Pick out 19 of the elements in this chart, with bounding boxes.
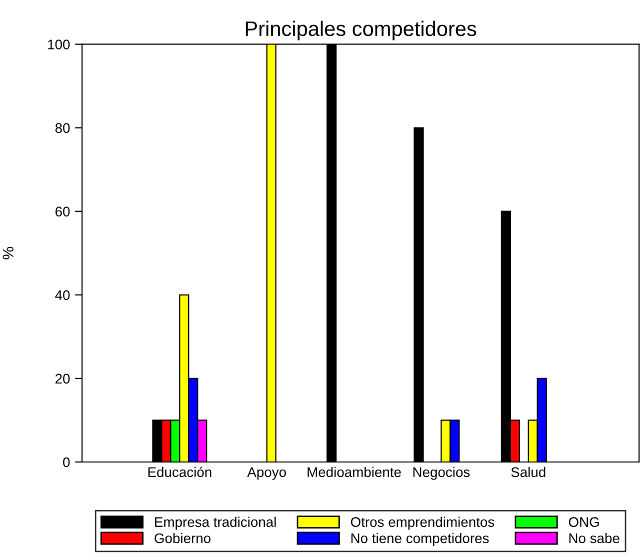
x-tick-label: Medioambiente <box>308 466 401 478</box>
legend-label: Gobierno <box>154 532 210 544</box>
x-tick-label: Negocios <box>413 466 470 480</box>
y-tick-label: 20 <box>55 374 70 384</box>
y-tick-label: 40 <box>55 290 70 300</box>
y-axis-title: % <box>2 246 14 260</box>
x-tick-label: Salud <box>511 466 546 478</box>
y-tick-label: 80 <box>55 123 70 133</box>
y-tick-label: 60 <box>56 206 70 217</box>
chart-title: Principales competidores <box>246 20 476 40</box>
x-tick-label: Educación <box>148 466 212 478</box>
legend-label: ONG <box>568 517 599 527</box>
legend-label: No sabe <box>569 532 620 544</box>
legend-label: No tiene competidores <box>351 532 489 546</box>
legend-label: Otros emprendimientos <box>350 516 494 530</box>
y-tick-label: 100 <box>48 40 70 50</box>
x-tick-label: Apoyo <box>247 467 286 480</box>
legend-label: Empresa tradicional <box>155 516 276 530</box>
y-tick-label: 0 <box>63 457 70 468</box>
